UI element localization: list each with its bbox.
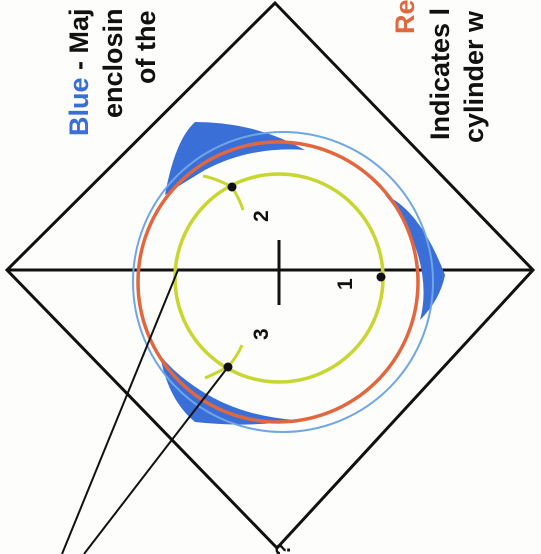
point-label-1: 1 [334, 278, 357, 290]
legend-blue-line3: of the [131, 11, 161, 85]
pointer-line-1 [61, 269, 179, 554]
point-label-2: 2 [250, 210, 273, 222]
legend-blue-label: Blue [64, 77, 94, 136]
yellow-arc-tail-top [202, 174, 233, 189]
bottom-mark: ? [272, 543, 295, 554]
blue-outer-circle [132, 131, 434, 433]
point-right [376, 272, 386, 282]
legend-red-line2: cylinder w [459, 10, 489, 143]
legend-blue-line1: Blue - Maj [64, 8, 94, 136]
point-label-3: 3 [250, 328, 273, 340]
legend-red-line1: Indicates l [425, 8, 455, 140]
diamond-outline [4, 0, 536, 551]
red-circle [136, 140, 420, 424]
point-top [227, 182, 237, 192]
pointer-line-2 [83, 366, 229, 554]
blue-lobe-right [385, 195, 445, 320]
legend-blue-line2: enclosin [98, 8, 128, 118]
legend-blue-text-1: - Maj [64, 8, 94, 77]
legend-red-label: Re [390, 0, 420, 34]
blue-lobe-bottom [160, 355, 295, 425]
blue-lobe-top [165, 122, 305, 195]
